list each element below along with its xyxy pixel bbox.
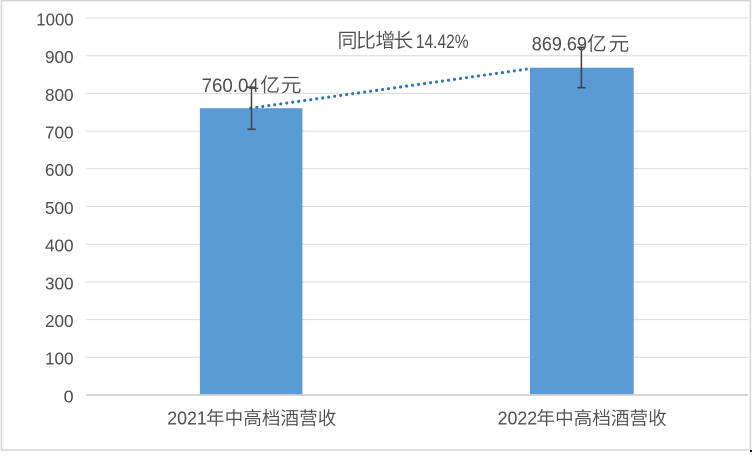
svg-text:200: 200: [45, 311, 74, 331]
svg-text:500: 500: [45, 198, 74, 218]
svg-text:800: 800: [45, 85, 74, 105]
svg-text:300: 300: [45, 273, 74, 293]
svg-text:600: 600: [45, 160, 74, 180]
svg-text:760.04: 760.04: [202, 75, 259, 97]
svg-text:869.69: 869.69: [532, 34, 587, 56]
svg-text:400: 400: [45, 236, 74, 256]
svg-text:900: 900: [45, 47, 74, 67]
svg-text:2021: 2021: [167, 408, 207, 429]
svg-text:14.42%: 14.42%: [416, 31, 469, 53]
svg-text:0: 0: [64, 386, 74, 406]
svg-text:700: 700: [45, 123, 74, 143]
svg-text:1000: 1000: [36, 9, 73, 29]
svg-text:2022: 2022: [498, 408, 537, 429]
svg-text:100: 100: [45, 349, 74, 369]
